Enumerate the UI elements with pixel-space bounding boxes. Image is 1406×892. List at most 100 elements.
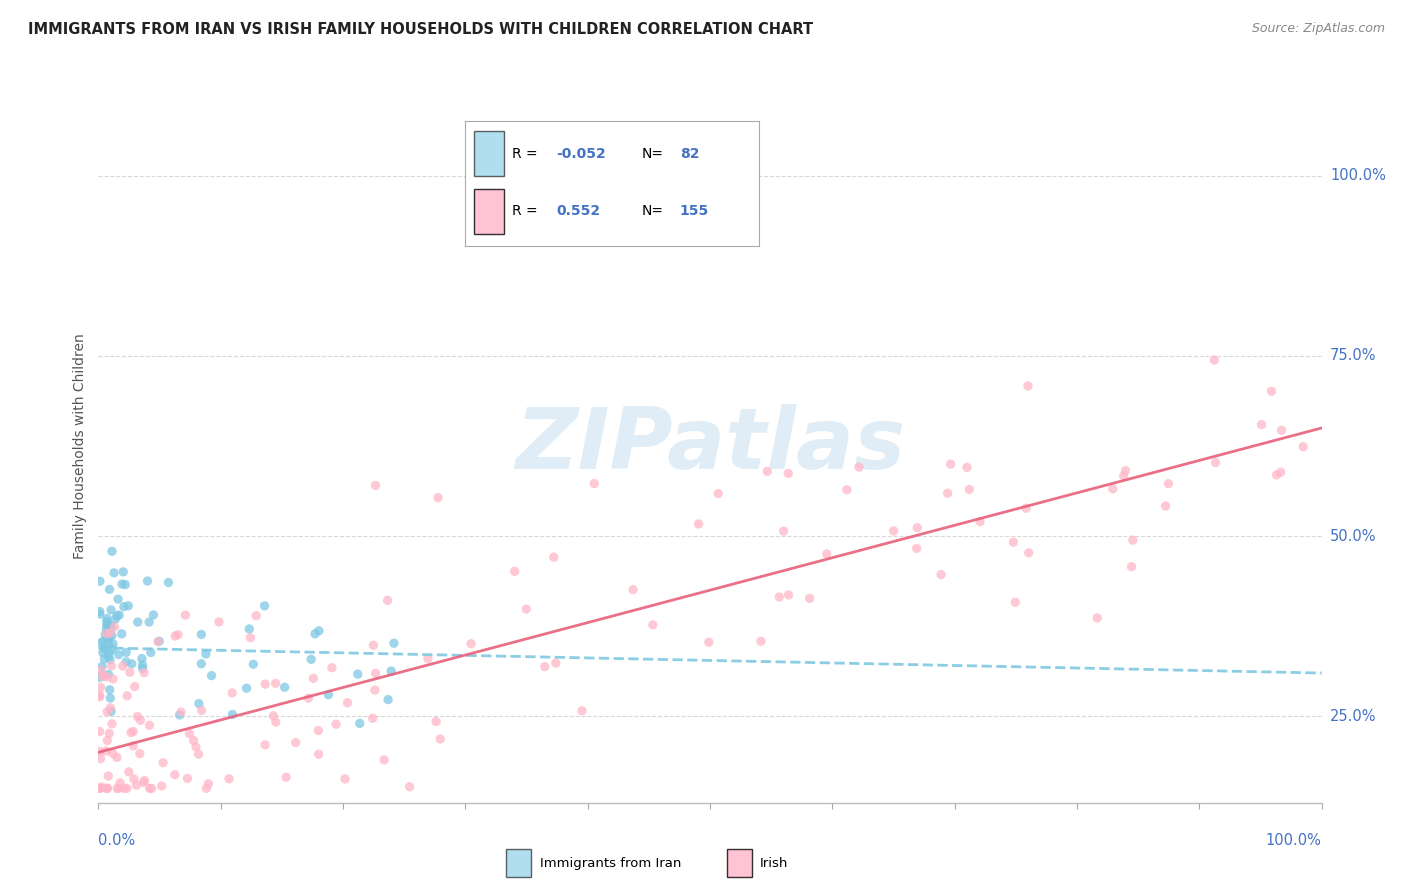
Point (129, 713, 152, 727)
Point (195, 781, 218, 796)
Point (96, 781, 118, 796)
Point (641, 618, 664, 632)
Text: 100.0%: 100.0% (1265, 833, 1322, 848)
Point (118, 764, 141, 779)
Point (90, 663, 112, 677)
Point (98, 726, 121, 740)
Point (96, 622, 118, 636)
Point (138, 615, 160, 629)
Point (515, 602, 537, 616)
Point (429, 731, 451, 746)
Y-axis label: Family Households with Children: Family Households with Children (73, 333, 87, 559)
Point (1250, 417, 1272, 432)
Point (688, 516, 710, 531)
Point (112, 565, 135, 579)
Point (148, 634, 170, 648)
Point (1121, 559, 1143, 574)
Point (1122, 533, 1144, 548)
Point (139, 646, 162, 660)
Point (115, 645, 138, 659)
Point (200, 668, 222, 682)
Point (1271, 423, 1294, 437)
Point (121, 657, 143, 671)
Point (96, 627, 118, 641)
Point (94, 744, 117, 758)
Point (101, 544, 124, 558)
Point (103, 566, 125, 580)
Point (1017, 379, 1039, 393)
Point (131, 651, 153, 665)
Point (101, 716, 124, 731)
Point (120, 725, 142, 739)
Point (94, 627, 117, 641)
Point (815, 547, 838, 561)
Point (276, 770, 298, 784)
Point (146, 634, 169, 648)
Point (96, 705, 118, 719)
Point (89, 724, 111, 739)
Point (142, 607, 165, 622)
Point (91, 634, 114, 648)
Point (115, 689, 138, 703)
Point (103, 620, 125, 634)
Point (89, 607, 111, 621)
Point (377, 593, 399, 607)
Text: Irish: Irish (759, 856, 789, 870)
Point (218, 772, 240, 786)
Point (308, 747, 330, 762)
Point (107, 592, 129, 607)
Point (333, 772, 356, 786)
Point (169, 708, 191, 723)
Text: 25.0%: 25.0% (1330, 709, 1376, 723)
Point (131, 657, 153, 672)
Text: 75.0%: 75.0% (1330, 349, 1376, 363)
Point (1115, 464, 1137, 478)
Point (1154, 499, 1177, 513)
Point (98, 682, 121, 697)
Point (125, 778, 148, 792)
Point (150, 779, 173, 793)
Point (101, 672, 124, 686)
Point (254, 677, 277, 691)
Point (242, 657, 264, 672)
Point (91, 646, 114, 660)
Point (90, 680, 112, 694)
Text: 0.552: 0.552 (557, 204, 600, 219)
Point (127, 615, 149, 629)
Point (1292, 440, 1315, 454)
Point (108, 776, 131, 790)
Point (221, 707, 243, 722)
Point (1015, 501, 1038, 516)
Point (96, 781, 118, 796)
Point (1270, 465, 1292, 479)
Point (89, 574, 111, 589)
Point (756, 464, 779, 478)
Point (221, 686, 243, 700)
Point (163, 768, 186, 782)
Point (128, 747, 150, 761)
Point (1112, 468, 1135, 483)
Point (364, 478, 387, 492)
Point (96, 618, 118, 632)
Point (905, 521, 928, 535)
Text: 0.0%: 0.0% (98, 833, 135, 848)
Point (190, 627, 212, 641)
Point (939, 457, 962, 471)
FancyBboxPatch shape (474, 131, 503, 177)
Text: N=: N= (641, 204, 664, 219)
Point (114, 577, 136, 591)
Point (425, 714, 447, 729)
Point (104, 612, 127, 626)
Point (100, 704, 122, 718)
Point (187, 747, 209, 761)
Point (460, 637, 482, 651)
Point (799, 591, 821, 606)
Point (1002, 535, 1025, 549)
Point (621, 582, 644, 597)
Point (299, 652, 322, 666)
Point (111, 577, 134, 591)
Point (89, 688, 111, 702)
Point (132, 665, 155, 680)
Point (91, 668, 114, 682)
Point (264, 715, 287, 730)
